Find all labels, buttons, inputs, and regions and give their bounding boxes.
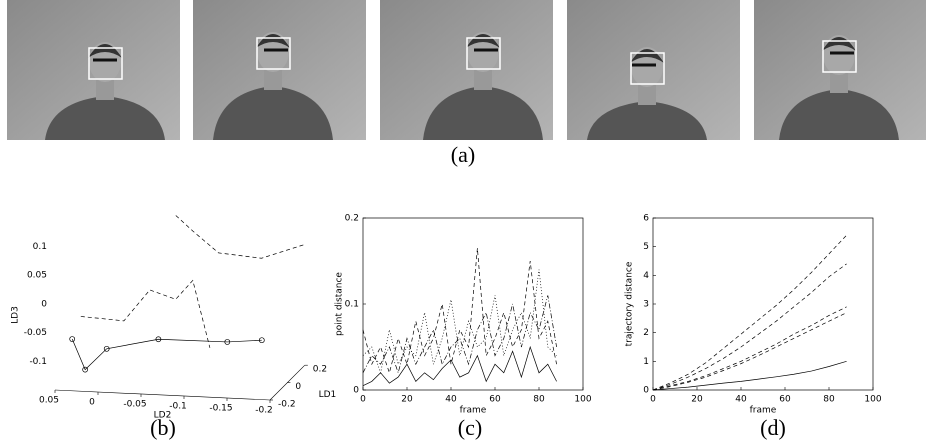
y-tick-label: -0.2 xyxy=(255,406,273,416)
face-box xyxy=(88,47,123,80)
y-tick-label: 3 xyxy=(643,300,649,310)
x-tick-label: 20 xyxy=(401,395,413,405)
shirt xyxy=(779,89,899,140)
line xyxy=(362,295,557,375)
photo-strip xyxy=(7,0,926,140)
point xyxy=(155,336,162,343)
neck xyxy=(96,80,114,100)
line xyxy=(652,234,847,391)
y-tick-label: 0.1 xyxy=(345,300,359,310)
face-box xyxy=(256,37,291,70)
x-tick-label: 80 xyxy=(533,395,545,405)
face-box xyxy=(630,52,665,85)
x-tick-label: 60 xyxy=(779,395,791,405)
point xyxy=(82,366,89,373)
plot-frame xyxy=(652,217,874,391)
caption: (d) xyxy=(760,415,786,440)
x-tick-label: 0.2 xyxy=(313,365,327,375)
z-axis-title: LD3 xyxy=(11,306,21,324)
line xyxy=(652,306,847,391)
y-tick-label: 0.2 xyxy=(345,214,359,224)
y-tick-label: 6 xyxy=(643,214,649,224)
y-tick-label: 1 xyxy=(643,357,649,367)
y-tick-label: 0 xyxy=(353,386,359,396)
shirt xyxy=(423,86,543,140)
line xyxy=(362,269,557,375)
x-tick-label: 40 xyxy=(445,395,457,405)
y-axis-title: trajectory distance xyxy=(625,261,635,346)
y-tick-label: 4 xyxy=(643,271,649,281)
caption: (b) xyxy=(150,415,176,440)
neck xyxy=(830,73,848,93)
shirt xyxy=(213,86,333,140)
trajectory xyxy=(71,338,262,371)
x-tick-label: 20 xyxy=(691,395,703,405)
trajectory xyxy=(175,215,305,259)
x-tick-label: 60 xyxy=(489,395,501,405)
point xyxy=(258,337,265,344)
axis-line xyxy=(54,389,271,401)
face-box xyxy=(466,37,501,70)
line xyxy=(652,263,847,391)
caption: (c) xyxy=(458,415,482,440)
x-tick-label: 40 xyxy=(735,395,747,405)
shirt xyxy=(45,96,165,140)
z-tick-label: 0 xyxy=(41,299,47,309)
y-axis-title: point distance xyxy=(335,272,345,336)
neck xyxy=(474,70,492,90)
y-axis-title: LD2 xyxy=(154,411,172,421)
x-tick-label: 80 xyxy=(823,395,835,405)
shirt xyxy=(587,101,707,140)
caption: (a) xyxy=(451,142,475,167)
y-tick-label: 0 xyxy=(89,398,95,408)
line xyxy=(362,345,557,387)
trajectory xyxy=(80,279,211,348)
x-tick-label: 0 xyxy=(295,382,301,392)
y-tick-label: -0.1 xyxy=(169,402,187,412)
point xyxy=(224,339,231,345)
x-tick-label: 0 xyxy=(360,395,366,405)
y-tick-label: 0.05 xyxy=(39,396,59,406)
neck xyxy=(638,85,656,105)
y-tick-label: 0 xyxy=(643,386,649,396)
x-tick-label: 100 xyxy=(864,395,881,405)
x-tick-label: 100 xyxy=(574,395,591,405)
face-box xyxy=(822,40,857,73)
y-tick-label: -0.05 xyxy=(123,400,146,410)
neck xyxy=(264,70,282,90)
x-axis-title: frame xyxy=(750,406,777,416)
z-tick-label: -0.05 xyxy=(24,328,47,338)
line xyxy=(652,360,847,391)
y-tick-label: 2 xyxy=(643,328,649,338)
z-tick-label: -0.1 xyxy=(29,357,47,367)
y-tick-label: 5 xyxy=(643,242,649,252)
x-tick-label: 0 xyxy=(650,395,656,405)
point xyxy=(69,336,76,342)
z-tick-label: 0.1 xyxy=(33,242,47,252)
y-tick-label: -0.15 xyxy=(209,404,232,414)
line xyxy=(362,248,557,375)
line xyxy=(652,312,847,391)
point xyxy=(103,345,110,352)
x-axis-title: frame xyxy=(460,406,487,416)
x-tick-label: -0.2 xyxy=(278,400,296,410)
x-axis-title: LD1 xyxy=(319,390,337,400)
z-tick-label: 0.05 xyxy=(27,271,47,281)
